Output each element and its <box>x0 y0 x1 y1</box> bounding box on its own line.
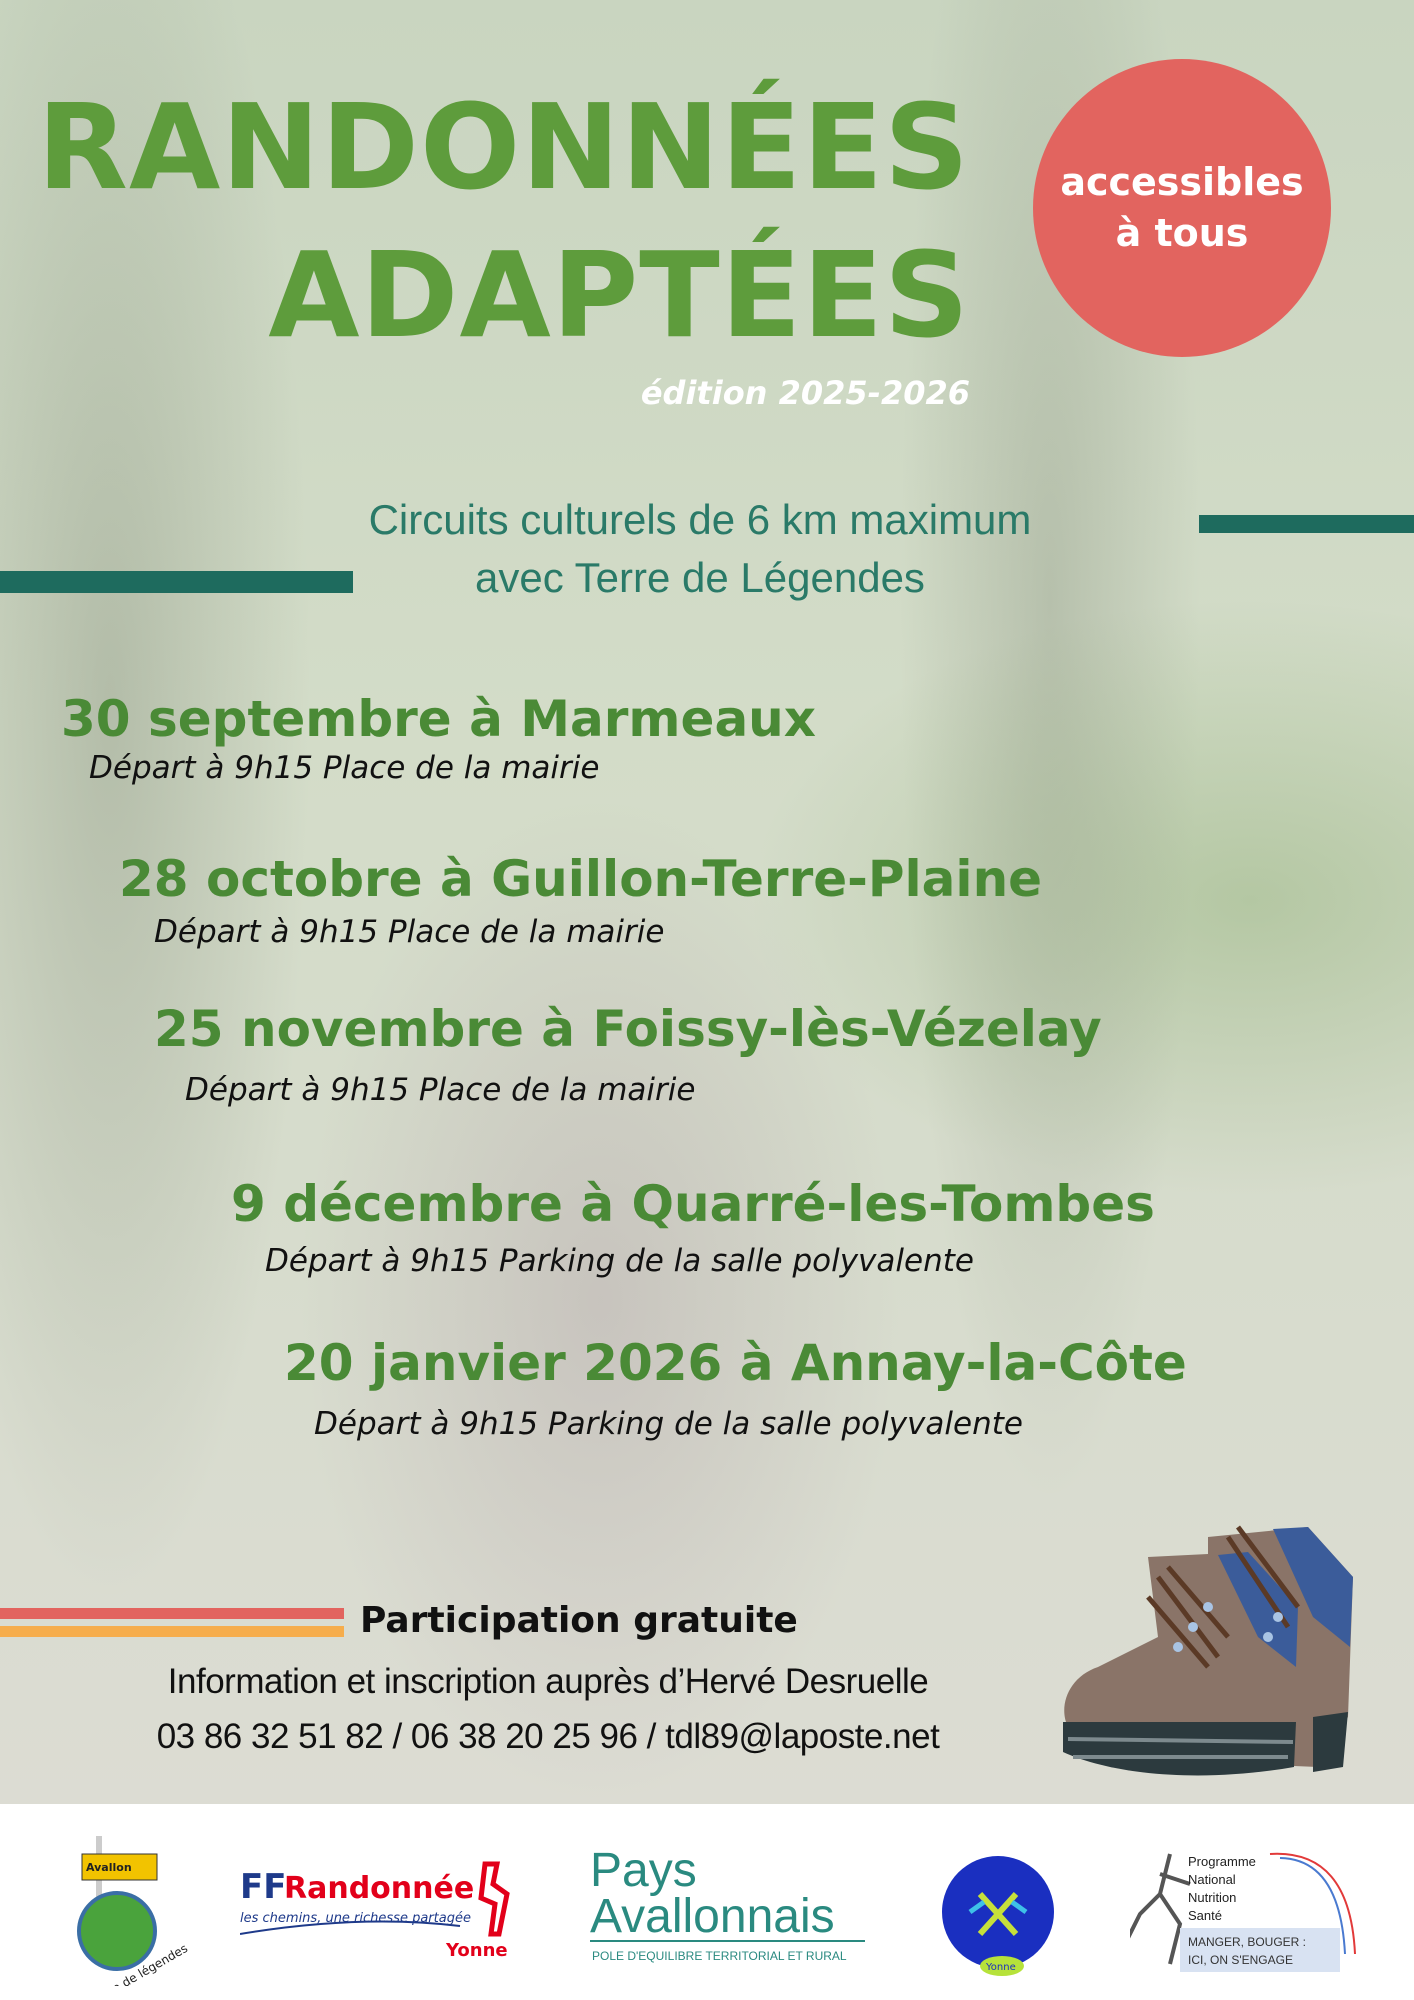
svg-text:Santé: Santé <box>1188 1908 1222 1923</box>
accessible-badge: accessibles à tous <box>1033 59 1331 357</box>
event-details: Départ à 9h15 Parking de la salle polyva… <box>265 1243 974 1279</box>
event-details: Départ à 9h15 Place de la mairie <box>185 1072 696 1108</box>
title-line-2: ADAPTÉES <box>268 226 970 364</box>
svg-text:Yonne: Yonne <box>445 1940 508 1961</box>
svg-text:Nutrition: Nutrition <box>1188 1890 1236 1905</box>
event-details: Départ à 9h15 Parking de la salle polyva… <box>314 1406 1023 1442</box>
event-title: 25 novembre à Foissy-lès-Vézelay <box>154 1000 1102 1058</box>
badge-line-2: à tous <box>1115 211 1249 255</box>
teal-divider-left <box>0 571 353 593</box>
svg-text:POLE D'EQUILIBRE TERRITORIAL E: POLE D'EQUILIBRE TERRITORIAL ET RURAL <box>592 1949 847 1963</box>
participation-label: Participation gratuite <box>360 1600 798 1641</box>
title-line-1: RANDONNÉES <box>37 78 970 216</box>
hiking-boot-icon <box>1063 1525 1353 1776</box>
svg-text:FF: FF <box>240 1867 286 1907</box>
edition-label: édition 2025-2026 <box>640 374 970 412</box>
svg-text:Randonnée: Randonnée <box>284 1871 474 1906</box>
event-title: 9 décembre à Quarré-les-Tombes <box>231 1175 1155 1233</box>
subtitle-line-2: avec Terre de Légendes <box>475 554 925 601</box>
event-details: Départ à 9h15 Place de la mairie <box>154 914 665 950</box>
commission-financeurs-logo: Yonne <box>942 1856 1054 1976</box>
terre-de-legendes-logo: Avallon Terre de légendes <box>77 1836 190 1986</box>
orange-stripe <box>0 1626 344 1637</box>
badge-line-1: accessibles <box>1060 159 1304 204</box>
contact-details: 03 86 32 51 82 / 06 38 20 25 96 / tdl89@… <box>156 1717 940 1756</box>
pays-avallonnais-logo: Pays Avallonnais POLE D'EQUILIBRE TERRIT… <box>590 1844 865 1963</box>
event-title: 28 octobre à Guillon-Terre-Plaine <box>119 850 1043 908</box>
red-stripe <box>0 1608 344 1619</box>
svg-text:Avallonnais: Avallonnais <box>590 1890 835 1943</box>
svg-text:National: National <box>1188 1872 1236 1887</box>
event-title: 30 septembre à Marmeaux <box>61 690 817 748</box>
partner-logos-footer: Avallon Terre de légendes FF Randonnée l… <box>0 1804 1414 2000</box>
teal-divider-right <box>1199 515 1414 533</box>
event-title: 20 janvier 2026 à Annay-la-Côte <box>284 1334 1187 1392</box>
info-line: Information et inscription auprès d’Herv… <box>167 1662 929 1701</box>
svg-text:Yonne: Yonne <box>985 1962 1016 1973</box>
svg-text:Pays: Pays <box>590 1844 697 1897</box>
event-details: Départ à 9h15 Place de la mairie <box>89 750 600 786</box>
ffrandonnee-logo: FF Randonnée les chemins, une richesse p… <box>240 1861 510 1961</box>
svg-text:Avallon: Avallon <box>86 1861 132 1874</box>
svg-text:ICI, ON S'ENGAGE: ICI, ON S'ENGAGE <box>1188 1953 1293 1967</box>
svg-text:MANGER, BOUGER :: MANGER, BOUGER : <box>1188 1935 1306 1949</box>
svg-text:Programme: Programme <box>1188 1854 1256 1869</box>
pnns-logo: Programme National Nutrition Santé MANGE… <box>1130 1852 1356 1972</box>
subtitle-line-1: Circuits culturels de 6 km maximum <box>368 496 1032 543</box>
